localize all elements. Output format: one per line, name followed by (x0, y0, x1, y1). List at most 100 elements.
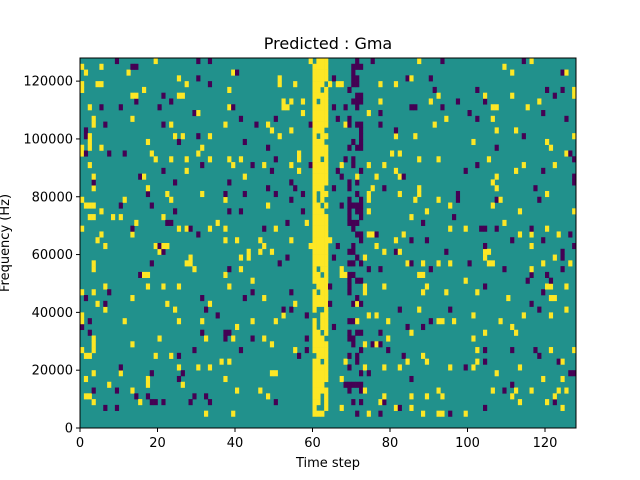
heatmap-cell (355, 202, 360, 209)
heatmap-cell (498, 196, 503, 203)
heatmap-cell (312, 179, 317, 186)
heatmap-cell (463, 364, 468, 371)
heatmap-cell (541, 375, 546, 383)
heatmap-cell (374, 173, 379, 180)
heatmap-cell (355, 254, 360, 261)
heatmap-cell (200, 162, 205, 169)
heatmap-cell (316, 399, 321, 406)
heatmap-cell (169, 219, 174, 226)
heatmap-cell (242, 173, 247, 180)
heatmap-cell (266, 185, 271, 192)
heatmap-cell (417, 185, 422, 192)
heatmap-cell (521, 58, 526, 65)
heatmap-cell (145, 185, 151, 192)
heatmap-cell (235, 69, 240, 76)
heatmap-cell (355, 329, 360, 336)
heatmap-cell (335, 243, 340, 250)
heatmap-cell (149, 399, 154, 406)
heatmap-cell (304, 312, 309, 319)
heatmap-cell (320, 335, 325, 342)
heatmap-cell (421, 289, 426, 296)
heatmap-cell (83, 69, 89, 76)
heatmap-cell (490, 115, 495, 122)
heatmap-cell (378, 341, 383, 348)
heatmap-cell (161, 283, 166, 290)
heatmap-cell (285, 254, 290, 261)
heatmap-cell (490, 260, 495, 267)
heatmap-cell (510, 381, 515, 388)
heatmap-cell (180, 92, 185, 99)
heatmap-cell (273, 156, 278, 163)
heatmap-cell (424, 283, 430, 290)
heatmap-cell (83, 133, 89, 140)
heatmap-cell (548, 283, 554, 290)
heatmap-cell (324, 173, 329, 180)
heatmap-cell (316, 370, 321, 377)
heatmap-cell (320, 237, 325, 244)
heatmap-cell (320, 92, 325, 99)
heatmap-cell (312, 289, 317, 296)
heatmap-cell (223, 271, 228, 278)
heatmap-cell (374, 312, 379, 319)
heatmap-cell (351, 202, 356, 209)
heatmap-cell (324, 179, 329, 186)
heatmap-cell (347, 260, 352, 267)
heatmap-cell (351, 271, 356, 278)
heatmap-cell (324, 289, 329, 296)
heatmap-cell (134, 219, 139, 226)
heatmap-cell (320, 231, 325, 238)
heatmap-cell (393, 167, 399, 174)
heatmap-cell (324, 58, 329, 65)
heatmap-cell (510, 393, 515, 400)
heatmap-cell (320, 144, 325, 151)
heatmap-cell (250, 289, 255, 296)
heatmap-cell (362, 387, 368, 394)
heatmap-cell (95, 237, 100, 244)
heatmap-cell (196, 133, 201, 140)
heatmap-cell (405, 323, 410, 331)
heatmap-cell (374, 341, 379, 348)
heatmap-cell (417, 190, 422, 198)
heatmap-cell (324, 98, 329, 105)
heatmap-cell (355, 173, 360, 180)
heatmap-cell (184, 260, 189, 267)
heatmap-cell (153, 243, 158, 250)
heatmap-cell (273, 225, 278, 232)
heatmap-cell (382, 364, 387, 371)
heatmap-cell (312, 219, 317, 226)
heatmap-cell (494, 173, 499, 180)
heatmap-cell (107, 381, 112, 388)
heatmap-cell (366, 196, 371, 203)
heatmap-cell (552, 295, 557, 302)
heatmap-cell (428, 318, 433, 325)
heatmap-cell (390, 150, 395, 157)
heatmap-cell (316, 144, 321, 151)
heatmap-cell (289, 306, 294, 313)
heatmap-cell (80, 289, 85, 296)
heatmap-cell (165, 243, 170, 250)
heatmap-cell (424, 208, 430, 215)
heatmap-cell (351, 69, 356, 76)
heatmap-cell (320, 300, 325, 307)
heatmap-cell (87, 162, 92, 169)
heatmap-cell (324, 110, 329, 117)
heatmap-cell (188, 399, 193, 406)
heatmap-cell (517, 231, 523, 238)
heatmap-cell (312, 104, 317, 111)
heatmap-cell (312, 92, 317, 99)
heatmap-cell (393, 127, 399, 134)
heatmap-cell (316, 231, 321, 238)
heatmap-cell (359, 121, 364, 128)
heatmap-cell (366, 370, 371, 377)
heatmap-cell (320, 243, 325, 250)
heatmap-cell (324, 352, 329, 359)
heatmap-cell (355, 81, 360, 88)
heatmap-cell (541, 260, 546, 267)
heatmap-cell (316, 173, 321, 180)
heatmap-cell (316, 115, 321, 122)
heatmap-cell (572, 156, 577, 163)
heatmap-cell (490, 179, 495, 186)
heatmap-cell (316, 271, 321, 278)
heatmap-cell (347, 185, 352, 192)
heatmap-cell (355, 295, 360, 302)
